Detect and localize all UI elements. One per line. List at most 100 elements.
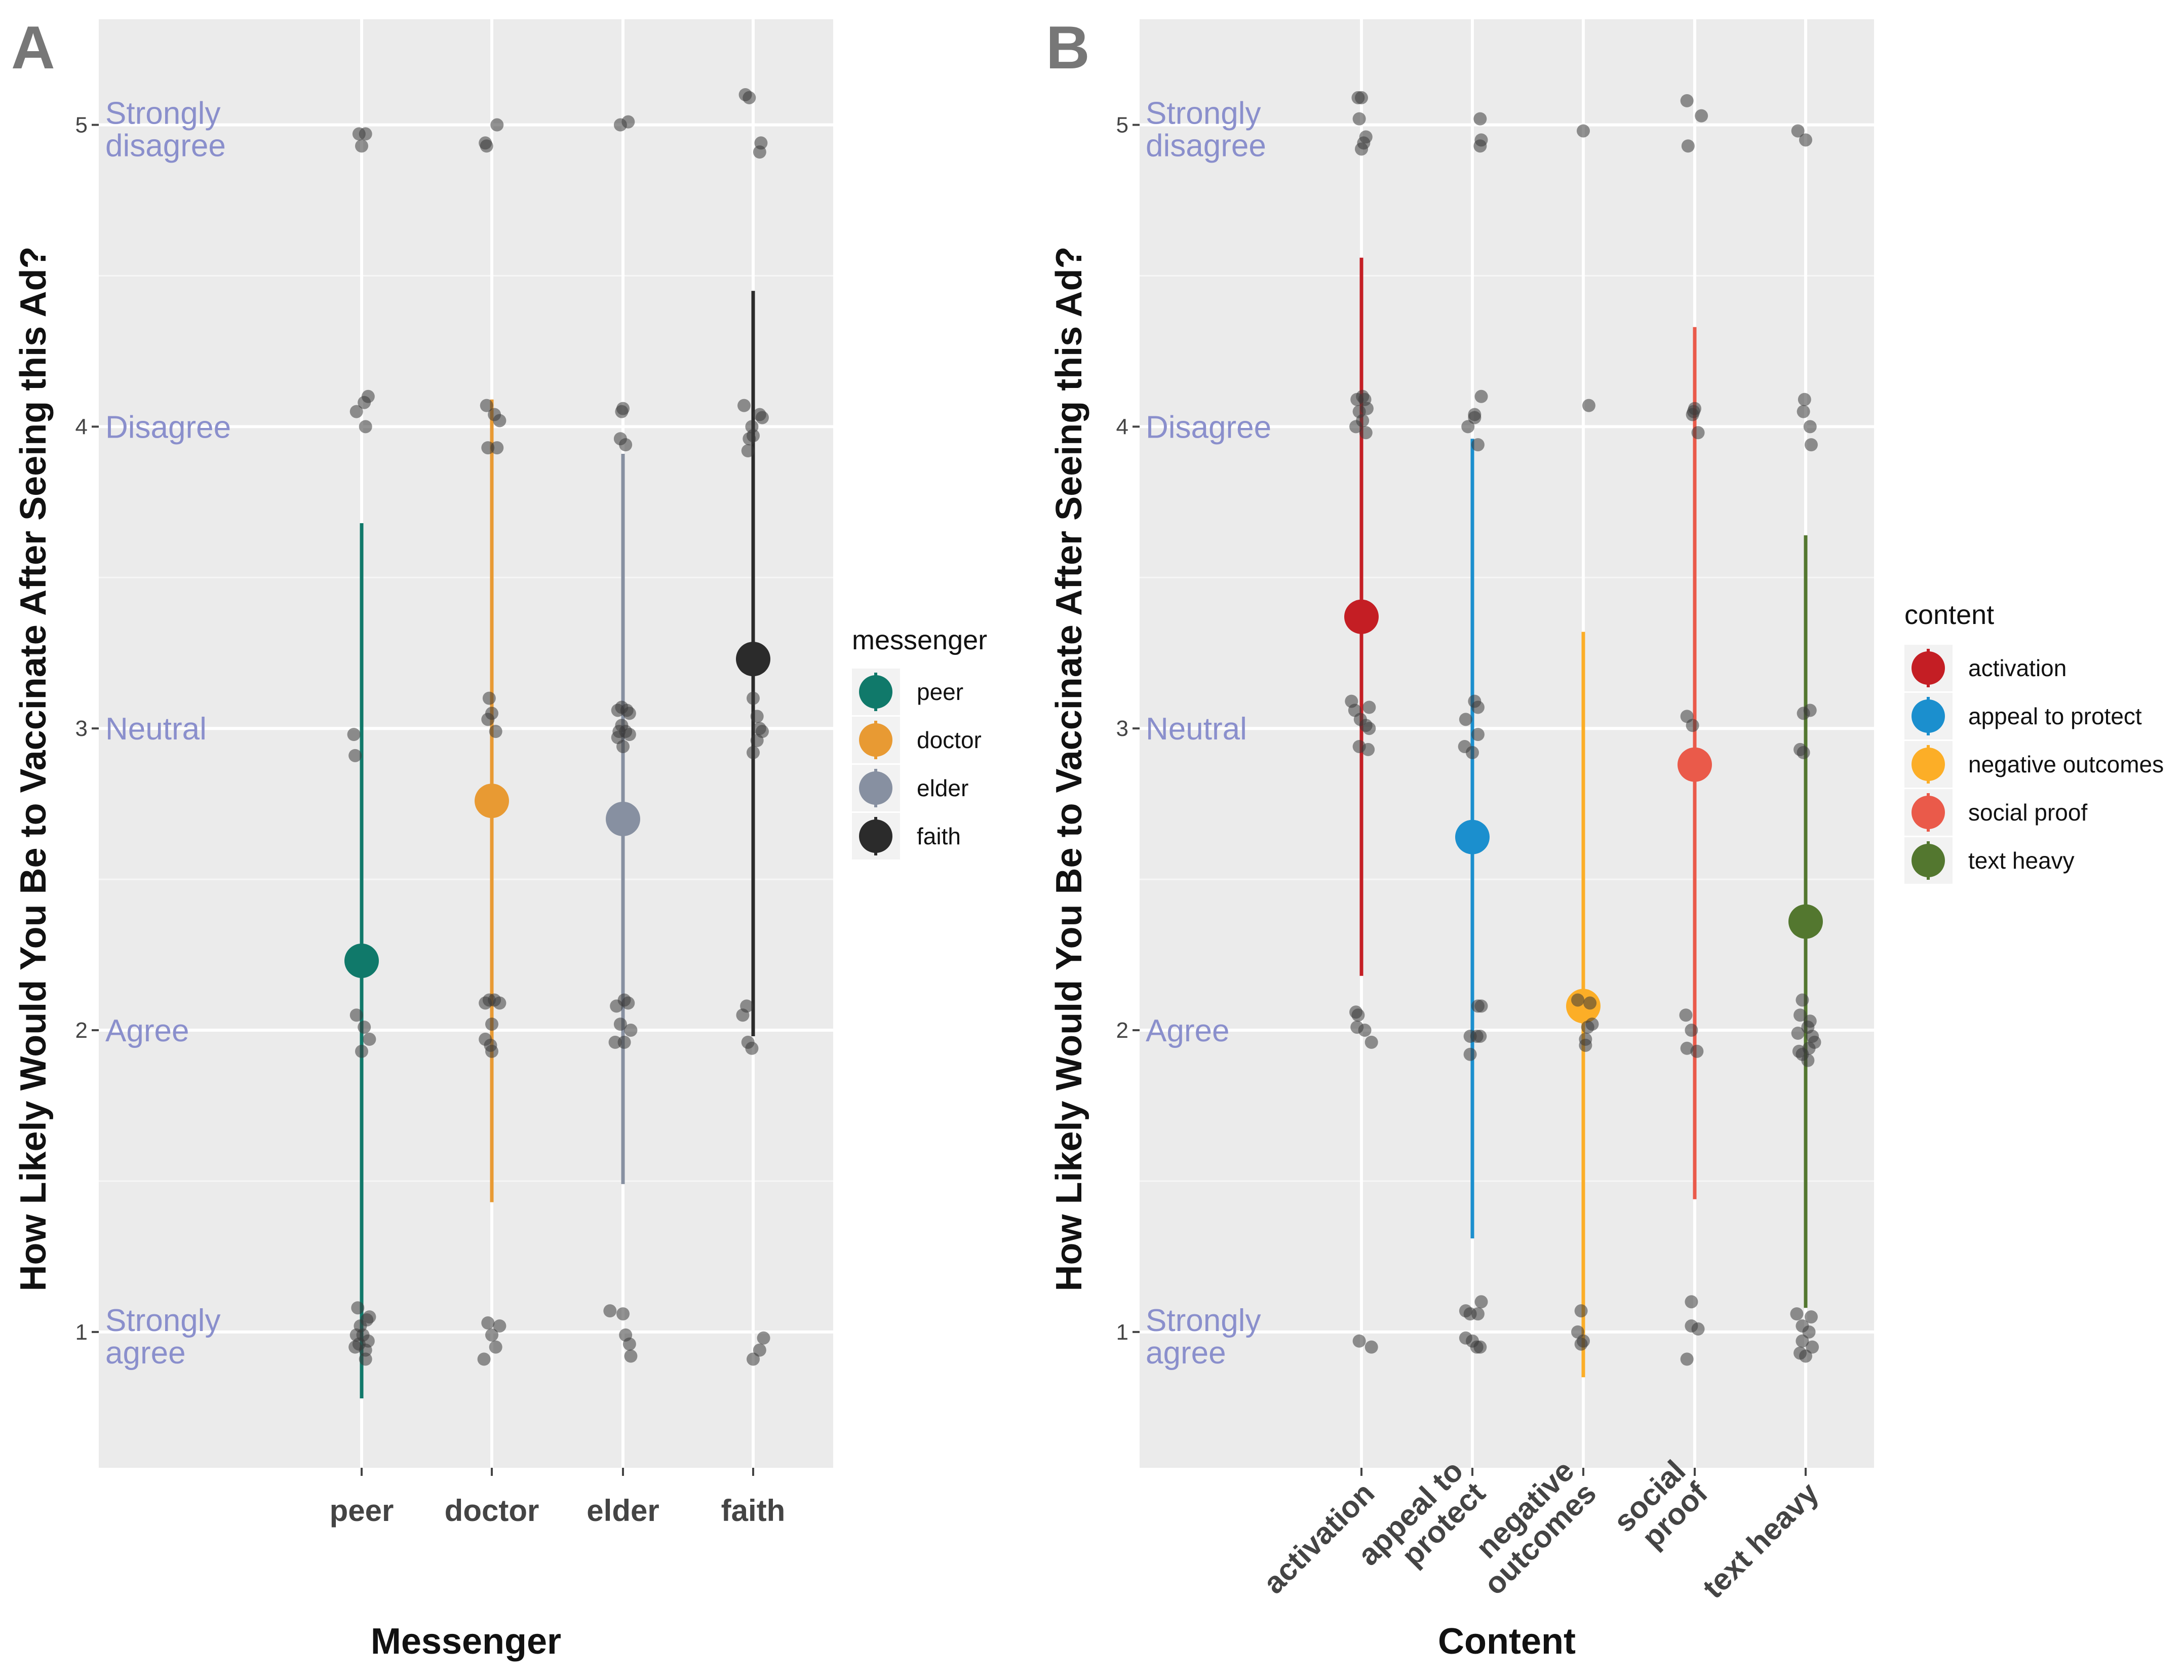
data-point [1471,438,1485,452]
data-point [622,728,636,741]
data-point [351,1301,365,1315]
data-point [480,399,493,412]
data-point [1574,1337,1588,1351]
y-annotation: Strongly disagree [1146,96,1266,164]
data-point [1680,1041,1694,1055]
data-point [1680,1352,1694,1366]
data-point [1691,1322,1705,1336]
data-point [608,1035,622,1049]
y-tick-label: 4 [75,414,88,439]
y-tick-label: 5 [75,113,88,138]
data-point [613,1018,627,1031]
data-point [1799,133,1812,147]
data-point [485,1328,498,1342]
data-point [1463,1047,1477,1061]
data-point [349,1008,363,1022]
legend-label: peer [917,679,963,705]
data-point [740,999,754,1013]
y-tick-label: 2 [1116,1018,1128,1043]
legend-title: messenger [852,625,987,655]
data-point [485,1018,498,1031]
y-annotation: Strongly agree [105,1303,220,1371]
data-point [361,389,375,403]
data-point [743,91,756,104]
data-point [480,139,493,153]
data-point [1797,746,1810,759]
y-annotation-line: Strongly [105,96,220,131]
data-point [1679,1008,1693,1022]
data-point [1349,420,1363,434]
data-point [1364,1340,1378,1354]
y-annotation: Neutral [1146,712,1247,747]
data-point [1791,124,1805,138]
data-point [621,115,635,129]
data-point [1473,139,1487,153]
data-point [359,127,372,141]
data-point [1473,112,1487,126]
legend-label: doctor [917,727,982,753]
data-point [1796,1334,1809,1348]
data-point [481,441,495,455]
y-annotation-line: agree [1146,1336,1226,1371]
data-point [361,1334,375,1348]
legend-label: text heavy [1968,847,2075,874]
data-point [1680,94,1694,107]
mean-point [736,642,770,677]
x-tick-label: elder [587,1494,659,1528]
data-point [349,1328,363,1342]
data-point [1685,1295,1698,1309]
data-point [616,739,630,753]
plot-background [99,19,833,1468]
data-point [616,1307,630,1321]
data-point [757,1331,770,1345]
legend-key-point [859,723,892,757]
data-point [363,1032,376,1046]
data-point [1461,420,1475,434]
data-point [616,402,630,415]
data-point [493,414,506,427]
data-point [747,429,760,443]
mean-point [1455,819,1490,854]
data-point [737,399,751,412]
y-annotation-line: Strongly [1146,96,1261,131]
data-point [1355,142,1368,156]
y-annotation: Strongly agree [1146,1303,1261,1371]
data-point [747,1352,760,1366]
data-point [1352,112,1366,126]
legend-label: appeal to protect [1968,703,2142,729]
data-point [624,1349,638,1363]
x-tick-label-line: text heavy [1696,1476,1825,1605]
y-tick-label: 4 [1116,414,1128,439]
data-point [1799,1349,1812,1363]
y-tick-label: 1 [75,1320,88,1345]
data-point [347,728,361,741]
legend-label: negative outcomes [1968,751,2164,777]
data-point [477,1352,491,1366]
legend-key-point [1912,844,1945,877]
data-point [1474,389,1488,403]
data-point [1582,399,1595,412]
data-point [622,1337,636,1351]
data-point [359,420,372,434]
x-tick-label: faith [721,1494,786,1528]
panel-letter: B [1046,14,1090,82]
y-annotation: Agree [105,1013,189,1048]
y-axis-title: How Likely Would You Be to Vaccinate Aft… [13,246,54,1291]
data-point [1355,91,1368,104]
data-point [621,996,635,1010]
data-point [489,725,502,738]
data-point [493,1319,506,1333]
data-point [1364,1035,1378,1049]
legend-key-point [1912,651,1945,685]
data-point [489,1340,502,1354]
y-tick-label: 3 [75,716,88,741]
mean-point [1788,904,1823,939]
data-point [1791,1027,1805,1040]
data-point [1690,1044,1704,1058]
y-annotation: Strongly disagree [105,96,226,164]
y-tick-label: 3 [1116,716,1128,741]
legend-label: activation [1968,655,2066,681]
data-point [1361,743,1375,756]
